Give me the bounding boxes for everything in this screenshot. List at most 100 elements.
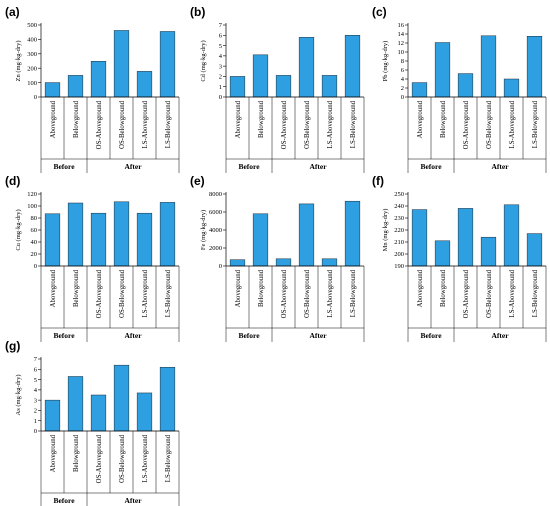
bar [136, 392, 153, 432]
y-tick-label: 6000 [209, 209, 222, 216]
panel-label: (a) [5, 5, 20, 19]
y-tick-label: 100 [27, 80, 37, 87]
y-tick-label: 8000 [209, 191, 222, 198]
y-tick-label: 120 [27, 191, 37, 198]
y-tick-label: 40 [31, 239, 38, 246]
x-tick-label: Aboveground [50, 434, 57, 472]
y-tick-label: 7 [34, 356, 38, 363]
bar [90, 212, 107, 267]
y-tick-label: 80 [31, 215, 38, 222]
bar [480, 35, 497, 98]
bar [526, 233, 543, 267]
y-tick-label: 16 [398, 22, 405, 29]
x-tick-label: LS-Aboveground [142, 100, 149, 148]
y-tick-label: 250 [394, 191, 404, 198]
bar [321, 75, 338, 98]
x-tick-label: Aboveground [417, 100, 424, 138]
x-tick-label: Belowground [440, 100, 447, 138]
x-tick-label: LS-Belowground [532, 269, 539, 317]
bar [344, 200, 361, 267]
bar [252, 54, 269, 98]
y-tick-label: 210 [394, 239, 404, 246]
group-label-after: After [124, 162, 142, 171]
group-label-before: Before [53, 496, 75, 505]
bar [457, 208, 474, 267]
y-tick-label: 2 [219, 74, 222, 81]
bar [159, 31, 176, 98]
bar [411, 209, 428, 267]
bar [90, 61, 107, 98]
x-tick-label: OS-Belowground [119, 269, 126, 318]
x-tick-label: OS-Belowground [486, 269, 493, 318]
y-tick-label: 3 [219, 63, 222, 70]
y-tick-label: 7 [219, 22, 223, 29]
y-axis-label: Cu (mg·kg-dry) [15, 209, 22, 250]
y-tick-label: 4 [219, 53, 223, 60]
y-tick-label: 100 [27, 203, 37, 210]
bar [136, 212, 153, 267]
x-tick-label: LS-Belowground [532, 100, 539, 148]
y-tick-label: 10 [398, 49, 405, 56]
group-label-after: After [124, 331, 142, 340]
y-tick-label: 20 [31, 251, 38, 258]
x-tick-label: OS-Aboveground [281, 269, 288, 318]
x-tick-label: Belowground [258, 269, 265, 307]
y-axis-label: Zn (mg·kg-dry) [15, 41, 22, 82]
bar [159, 202, 176, 267]
x-tick-label: OS-Aboveground [463, 269, 470, 318]
y-tick-label: 230 [394, 215, 404, 222]
y-axis-label: Fe (mg·kg-dry) [200, 210, 207, 250]
x-tick-label: OS-Belowground [486, 100, 493, 149]
bar [67, 202, 84, 267]
bar [67, 376, 84, 432]
x-tick-label: LS-Aboveground [142, 434, 149, 482]
y-tick-label: 6 [401, 67, 405, 74]
x-tick-label: LS-Belowground [350, 269, 357, 317]
group-label-before: Before [238, 162, 260, 171]
bar [229, 76, 246, 98]
y-tick-label: 4000 [209, 227, 222, 234]
bar [67, 75, 84, 98]
x-tick-label: LS-Aboveground [327, 269, 334, 317]
group-label-before: Before [53, 331, 75, 340]
group-label-after: After [491, 162, 509, 171]
group-label-after: After [491, 331, 509, 340]
y-tick-label: 0 [219, 263, 222, 270]
y-tick-label: 2 [401, 85, 404, 92]
x-tick-label: Belowground [73, 434, 80, 472]
panel-label: (c) [372, 5, 387, 19]
y-tick-label: 6 [34, 366, 38, 373]
bar [480, 236, 497, 267]
x-tick-label: Belowground [440, 269, 447, 307]
chart-panel: (g) As (mg·kg-dry) 0 1 2 3 4 5 6 7 Aboveground Belo… [5, 339, 180, 506]
x-tick-label: LS-Aboveground [509, 100, 516, 148]
panel-label: (b) [190, 5, 205, 19]
y-tick-label: 200 [394, 251, 404, 258]
panel-label: (d) [5, 174, 20, 188]
y-axis-label: Cd (mg·kg-dry) [200, 40, 207, 81]
bar [298, 203, 315, 267]
bar [344, 35, 361, 98]
y-axis-label: Mn (mg·kg-dry) [382, 209, 389, 252]
y-tick-label: 4 [34, 387, 38, 394]
bar [275, 75, 292, 98]
y-tick-label: 300 [27, 51, 37, 58]
group-label-before: Before [238, 331, 260, 340]
y-tick-label: 200 [27, 65, 37, 72]
group-label-after: After [309, 331, 327, 340]
bar [136, 71, 153, 98]
chart-panel: (a) Zn (mg·kg-dry) 0 100 200 300 400 500 Abovegr… [5, 5, 180, 173]
x-tick-label: OS-Aboveground [96, 269, 103, 318]
x-tick-label: Aboveground [235, 100, 242, 138]
y-tick-label: 240 [394, 203, 404, 210]
bar [503, 204, 520, 267]
y-tick-label: 12 [398, 40, 405, 47]
x-tick-label: LS-Aboveground [327, 100, 334, 148]
x-tick-label: LS-Aboveground [142, 269, 149, 317]
bar [252, 213, 269, 267]
panel-label: (f) [372, 174, 384, 188]
bar [275, 258, 292, 267]
x-tick-label: OS-Aboveground [463, 100, 470, 149]
bar [44, 399, 61, 432]
